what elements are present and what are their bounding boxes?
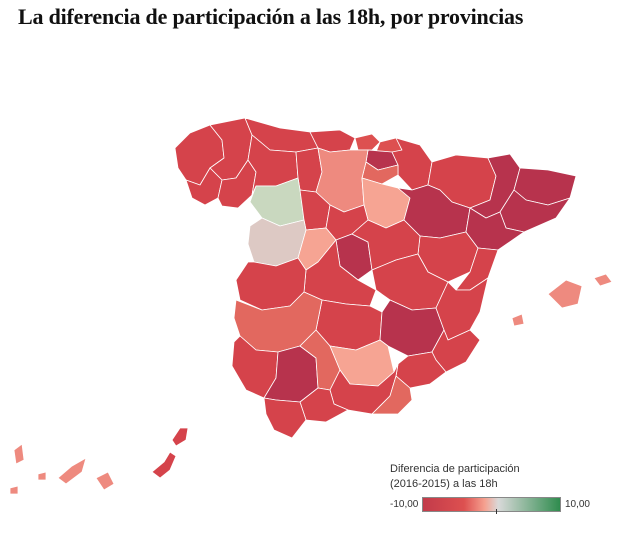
province-mallorca[interactable] bbox=[547, 279, 583, 309]
island-gran-canaria[interactable] bbox=[95, 471, 115, 491]
map-legend: Diferencia de participación (2016-2015) … bbox=[390, 462, 590, 514]
page-title: La diferencia de participación a las 18h… bbox=[18, 4, 524, 29]
legend-min-label: -10,00 bbox=[390, 499, 419, 510]
province-malaga[interactable] bbox=[299, 387, 349, 423]
province-navarra[interactable] bbox=[391, 137, 433, 191]
province-las-palmas[interactable] bbox=[151, 451, 177, 479]
legend-title-line1: Diferencia de participación bbox=[390, 463, 520, 475]
island-la-gomera[interactable] bbox=[37, 471, 47, 481]
island-menorca[interactable] bbox=[593, 273, 613, 287]
province-bizkaia[interactable] bbox=[354, 133, 381, 151]
island-el-hierro[interactable] bbox=[9, 485, 19, 495]
legend-max-label: 10,00 bbox=[564, 499, 590, 510]
island-ibiza[interactable] bbox=[511, 313, 525, 327]
island-fuerteventura[interactable] bbox=[171, 427, 189, 447]
province-guadalajara[interactable] bbox=[351, 219, 421, 271]
legend-color-scale bbox=[422, 497, 561, 514]
legend-zero-tick bbox=[496, 509, 498, 514]
island-la-palma[interactable] bbox=[13, 443, 25, 465]
province-tenerife[interactable] bbox=[57, 457, 87, 485]
province-cadiz[interactable] bbox=[263, 397, 307, 439]
legend-title-line2: (2016-2015) a las 18h bbox=[390, 478, 498, 490]
province-almeria[interactable] bbox=[371, 375, 413, 415]
